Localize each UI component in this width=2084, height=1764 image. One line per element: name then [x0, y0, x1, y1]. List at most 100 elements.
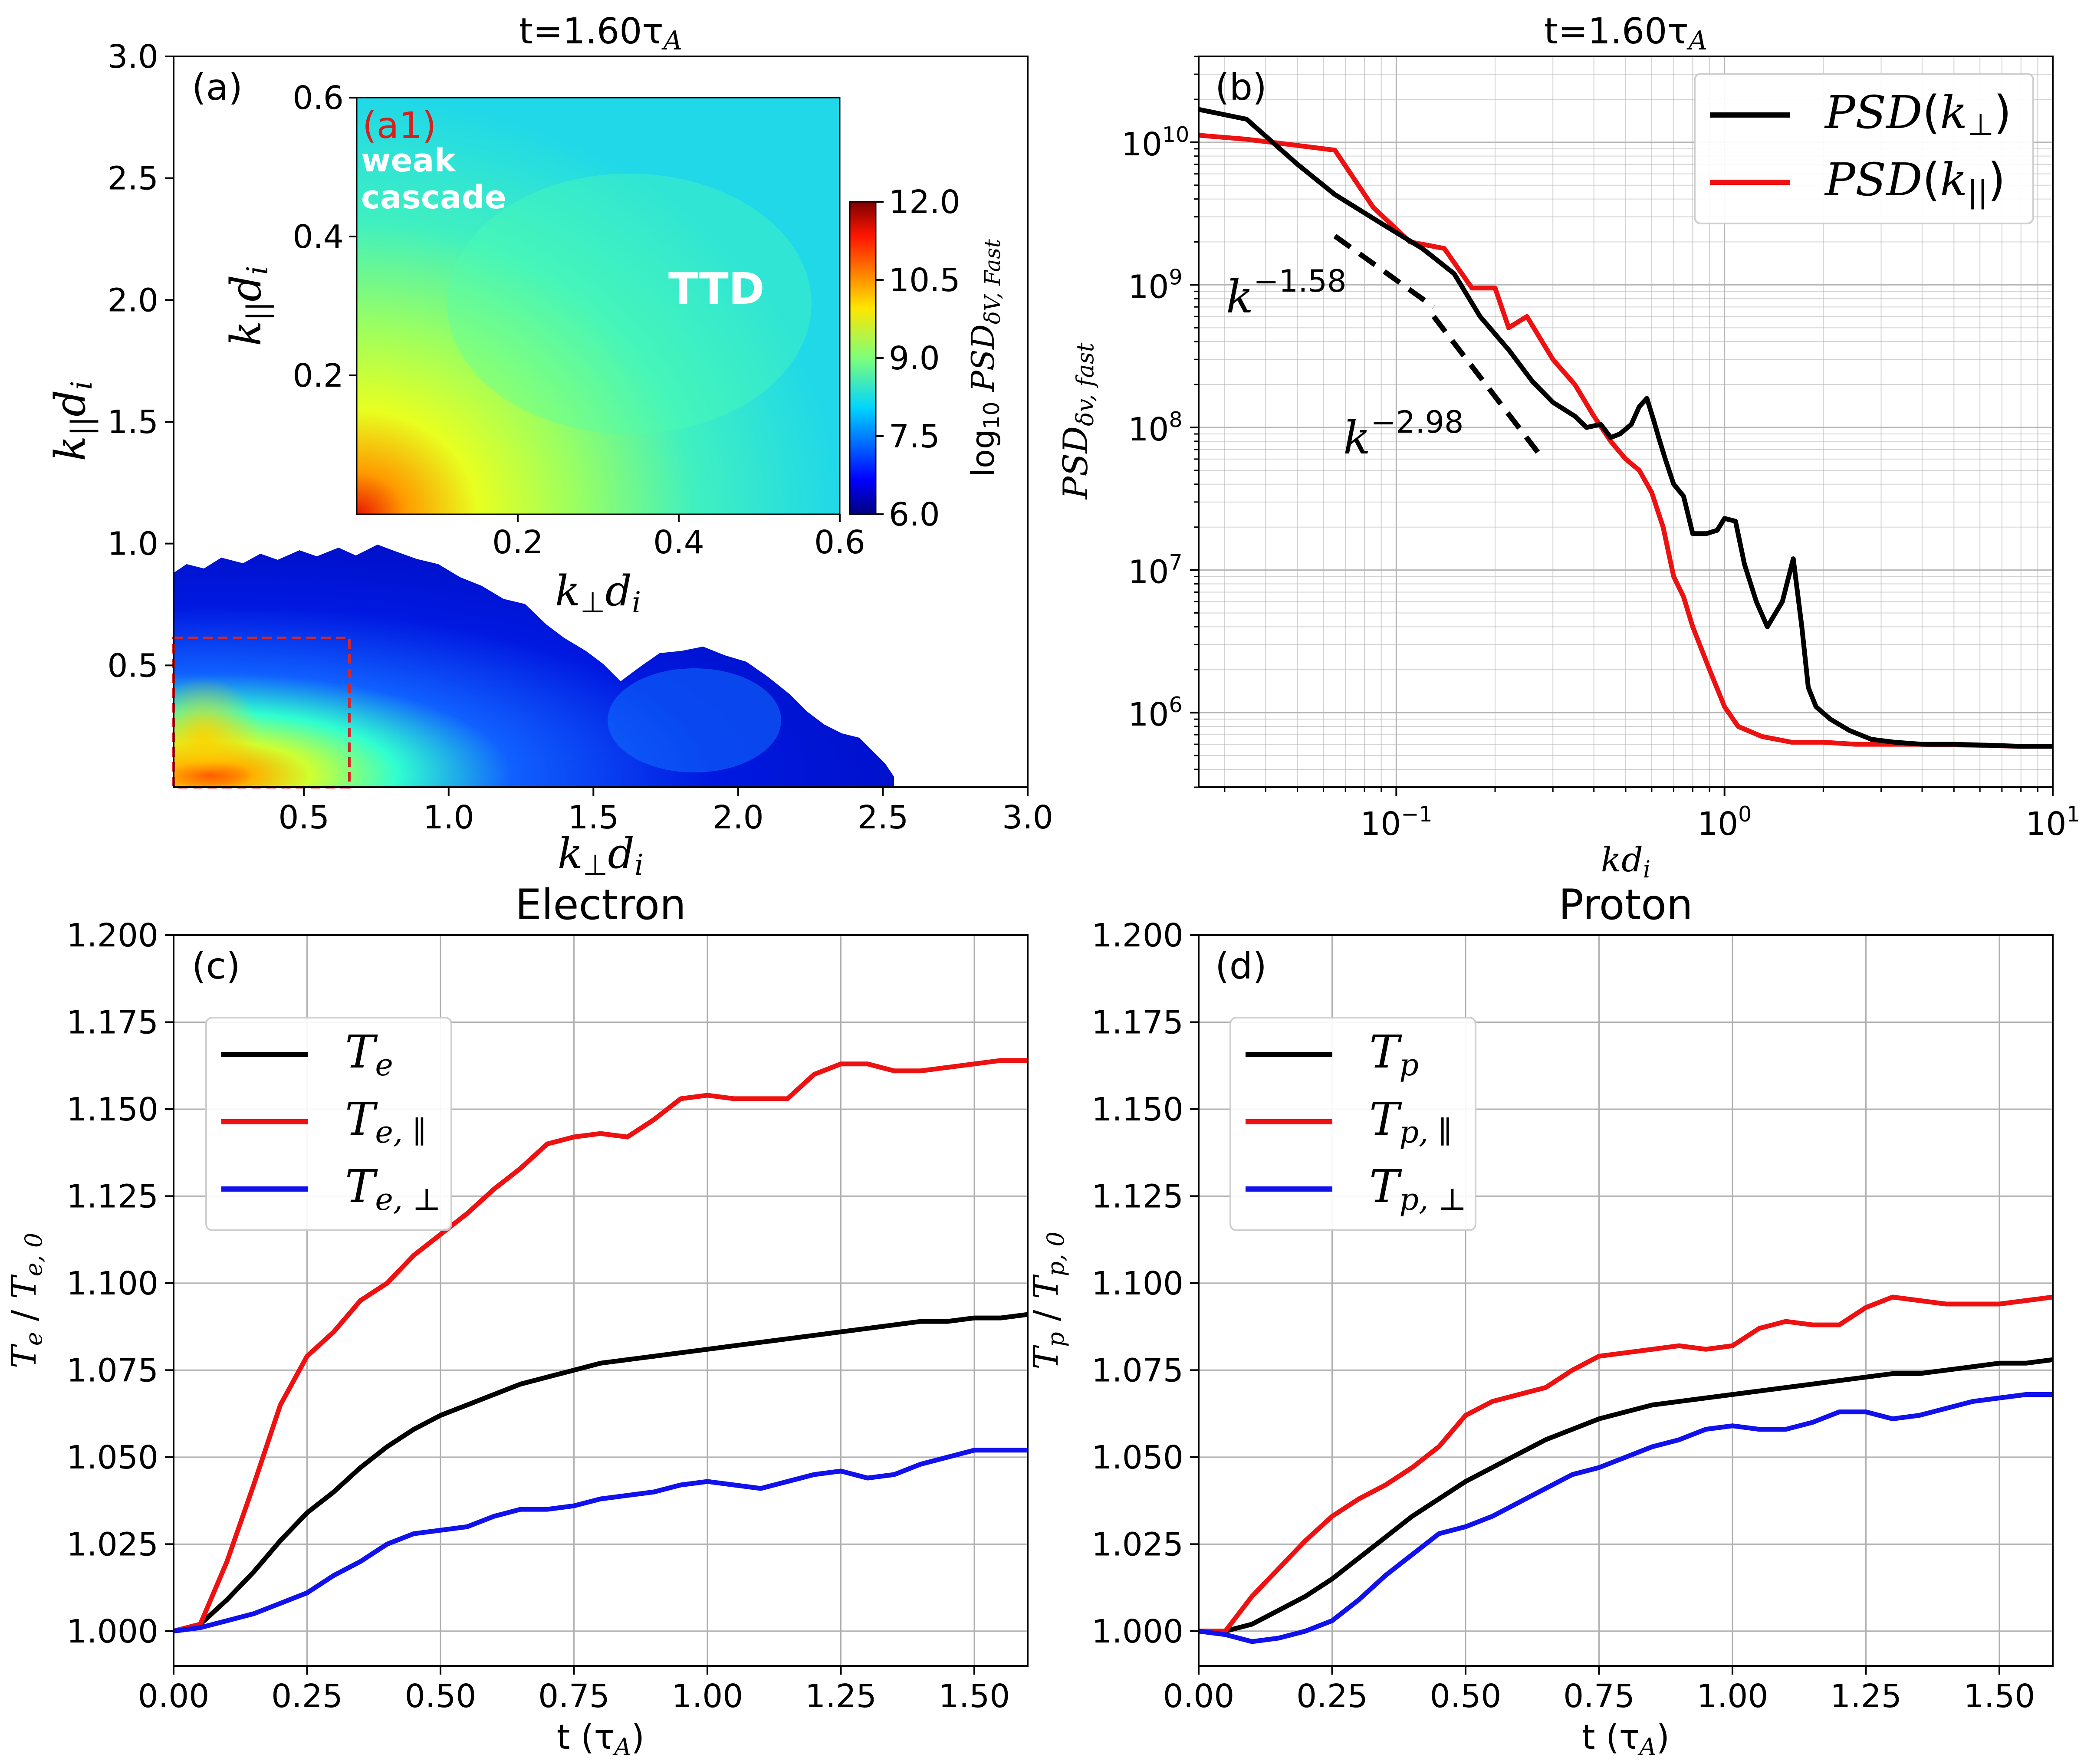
inset-label: (a1) — [362, 104, 436, 147]
legend-box — [1229, 1017, 1476, 1231]
panel-c-legend: Te Te, ∥ Te, ⊥ — [205, 1017, 452, 1231]
y-tick-label: 1.025 — [1091, 1526, 1183, 1563]
legend-box — [1694, 73, 2034, 224]
panel-a-xticks: 0.5 1.0 1.5 2.0 2.5 3.0 — [278, 787, 1053, 836]
x-tick-label: 0.00 — [1163, 1678, 1235, 1715]
x-tick-label: 1.25 — [805, 1678, 877, 1715]
y-tick-label: 0.4 — [293, 218, 344, 256]
panel-c-label: (c) — [192, 945, 240, 987]
x-tick-label: 100 — [1697, 802, 1752, 843]
y-tick-label: 1.200 — [1091, 917, 1183, 954]
legend-label-tp-perp: Tp, ⊥ — [1369, 1160, 1467, 1217]
y-tick-label: 1010 — [1121, 122, 1190, 163]
heatmap-secondary-peak — [608, 668, 781, 772]
inset-ylabel: k||di — [222, 266, 274, 346]
panel-a-heatmap: t=1.60τA 0.5 1.0 1.5 2.0 2.5 3.0 0.5 1.0 1.5 2.0… — [46, 11, 1053, 882]
inset-heatmap: 0.2 0.4 0.6 0.2 0.4 0.6 (a1) weak cascade TT… — [222, 79, 865, 619]
colorbar-tick-label: 12.0 — [889, 184, 960, 221]
panel-b-title: t=1.60τA — [1544, 11, 1707, 56]
x-tick-label: 0.25 — [1296, 1678, 1368, 1715]
panel-c-ylabel: Te / Te, 0 — [5, 1233, 47, 1369]
series-line-par — [1199, 133, 2053, 749]
series-line-parallel — [174, 1058, 1028, 1634]
y-tick-label: 1.125 — [1091, 1178, 1183, 1215]
inset-mid-band — [447, 174, 812, 434]
y-tick-label: 1.200 — [66, 917, 158, 954]
x-tick-label: 1.00 — [1697, 1678, 1768, 1715]
inset-frame — [356, 97, 841, 515]
panel-b-label: (b) — [1215, 66, 1267, 108]
y-tick-label: 1.025 — [66, 1526, 158, 1563]
panel-d-xticks: 0.00 0.25 0.50 0.75 1.00 1.25 1.50 — [1163, 1666, 2035, 1715]
y-tick-label: 2.0 — [107, 282, 158, 319]
y-tick-label: 1.000 — [66, 1613, 158, 1650]
legend-box — [205, 1017, 452, 1231]
x-tick-label: 0.00 — [138, 1678, 210, 1715]
x-tick-label: 1.25 — [1830, 1678, 1902, 1715]
x-tick-label: 0.75 — [1563, 1678, 1635, 1715]
y-tick-label: 0.5 — [107, 647, 158, 684]
series-line-perpendicular — [174, 1448, 1028, 1634]
series-line-total — [174, 1312, 1028, 1634]
y-tick-label: 1.125 — [66, 1178, 158, 1215]
x-tick-label: 0.25 — [271, 1678, 343, 1715]
x-tick-label: 0.2 — [492, 524, 543, 561]
colorbar: 6.0 7.5 9.0 10.5 12.0 log10 PSDδV, Fast — [849, 184, 1005, 533]
x-tick-label: 1.50 — [939, 1678, 1010, 1715]
colorbar-tick-label: 6.0 — [889, 496, 940, 533]
y-tick-label: 1.150 — [66, 1091, 158, 1128]
legend-label-te-perp: Te, ⊥ — [345, 1160, 441, 1217]
panel-b-fit-lines — [1333, 234, 1545, 461]
series-line-perpendicular — [1199, 1392, 2053, 1644]
panel-d-ylabel: Tp / Tp, 0 — [1027, 1232, 1069, 1370]
panel-a-ylabel: k||di — [46, 381, 99, 461]
legend-label-tp-par: Tp, ∥ — [1369, 1093, 1452, 1150]
colorbar-tick-label: 10.5 — [889, 262, 960, 299]
legend-label-tp: Tp — [1369, 1025, 1419, 1083]
legend-label-perp: PSD(k⊥) — [1824, 86, 2012, 142]
panel-b-legend: PSD(k⊥) PSD(k||) — [1694, 73, 2034, 224]
y-tick-label: 108 — [1128, 407, 1182, 448]
x-tick-label: 0.5 — [278, 799, 329, 836]
y-tick-label: 1.000 — [1091, 1613, 1183, 1650]
y-tick-label: 2.5 — [107, 160, 158, 197]
y-tick-label: 106 — [1128, 693, 1182, 733]
x-tick-label: 0.4 — [653, 524, 704, 561]
legend-label-te-par: Te, ∥ — [345, 1093, 427, 1150]
y-tick-label: 109 — [1128, 265, 1182, 305]
x-tick-label: 0.50 — [405, 1678, 477, 1715]
inset-annotation-weak: weak — [361, 142, 456, 179]
panel-d-legend: Tp Tp, ∥ Tp, ⊥ — [1229, 1017, 1476, 1231]
y-tick-label: 0.2 — [293, 357, 344, 394]
y-tick-label: 1.100 — [66, 1265, 158, 1302]
inset-xlabel: k⊥di — [555, 567, 641, 619]
panel-d-frame — [1198, 934, 2054, 1667]
panel-d-series — [1199, 1294, 2053, 1644]
series-line-perp — [1199, 107, 2053, 749]
panel-d-title: Proton — [1558, 880, 1693, 929]
inset-xticks: 0.2 0.4 0.6 — [492, 514, 865, 561]
x-tick-label: 1.0 — [423, 799, 474, 836]
panel-c-xticks: 0.00 0.25 0.50 0.75 1.00 1.25 1.50 — [138, 1666, 1010, 1715]
panel-b-spectrum: t=1.60τA 10−1 100 101 106 107 108 109 1010 (b)… — [1056, 11, 2080, 883]
panel-b-xlabel: kdi — [1601, 841, 1650, 883]
panel-d-yticks: 1.000 1.025 1.050 1.075 1.100 1.125 1.150 1.175… — [1091, 917, 1199, 1650]
y-tick-label: 1.075 — [1091, 1352, 1183, 1389]
y-tick-label: 3.0 — [107, 38, 158, 76]
colorbar-gradient — [849, 201, 877, 515]
inset-heatmap-field — [357, 98, 840, 514]
panel-b-yticks: 106 107 108 109 1010 — [1121, 56, 1199, 788]
panel-d-label: (d) — [1215, 945, 1267, 987]
y-tick-label: 1.5 — [107, 404, 158, 441]
y-tick-label: 1.100 — [1091, 1265, 1183, 1302]
x-tick-label: 2.5 — [858, 799, 909, 836]
y-tick-label: 1.175 — [1091, 1004, 1183, 1041]
panel-c-yticks: 1.000 1.025 1.050 1.075 1.100 1.125 1.150 1.175… — [66, 917, 174, 1650]
colorbar-tick-label: 7.5 — [889, 418, 940, 455]
x-tick-label: 1.00 — [672, 1678, 743, 1715]
y-tick-label: 0.6 — [293, 79, 344, 117]
series-line-total — [1199, 1357, 2053, 1634]
legend-label-te: Te — [345, 1025, 393, 1083]
x-tick-label: 3.0 — [1002, 799, 1053, 836]
panel-a-xlabel: k⊥di — [558, 829, 644, 882]
